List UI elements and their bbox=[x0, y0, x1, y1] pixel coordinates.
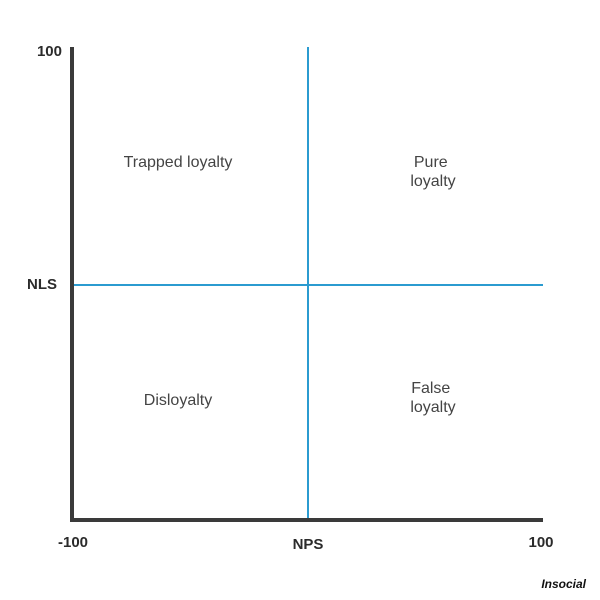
brand: Insocial bbox=[541, 577, 586, 591]
quadrant-label: Disloyalty bbox=[144, 392, 212, 409]
x-axis-label: NPS bbox=[293, 536, 324, 553]
label-line: Pure bbox=[414, 154, 448, 171]
label-line: False bbox=[411, 380, 450, 397]
label-line: Trapped loyalty bbox=[124, 154, 233, 171]
y-top-label: 100 bbox=[37, 43, 62, 60]
quadrant-label: Pure loyalty bbox=[410, 154, 455, 190]
label-line: loyalty bbox=[410, 399, 455, 416]
quadrant-label: False loyalty bbox=[410, 380, 455, 416]
y-axis-label: NLS bbox=[27, 276, 57, 293]
label-line: loyalty bbox=[410, 173, 455, 190]
label-line: Disloyalty bbox=[144, 392, 212, 409]
quadrant-label: Trapped loyalty bbox=[124, 154, 233, 171]
x-left-label: -100 bbox=[58, 534, 88, 551]
x-right-label: 100 bbox=[528, 534, 553, 551]
